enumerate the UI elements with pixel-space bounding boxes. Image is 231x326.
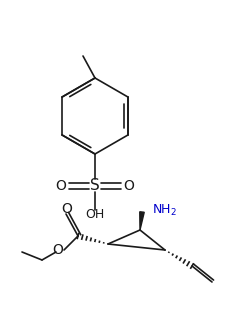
Text: O: O bbox=[53, 243, 64, 257]
Text: NH$_2$: NH$_2$ bbox=[152, 202, 177, 217]
Text: OH: OH bbox=[85, 208, 105, 220]
Polygon shape bbox=[140, 212, 144, 230]
Text: O: O bbox=[61, 201, 72, 215]
Text: O: O bbox=[56, 179, 67, 193]
Text: O: O bbox=[124, 179, 134, 193]
Text: S: S bbox=[90, 179, 100, 194]
